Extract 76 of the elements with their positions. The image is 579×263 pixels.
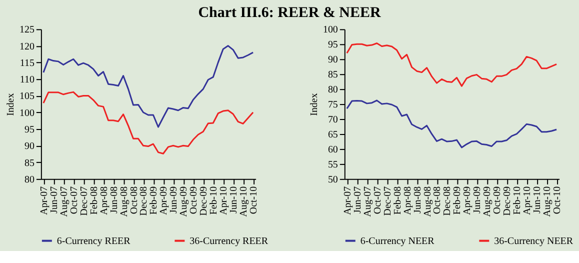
y-tick-label: 100 (322, 24, 338, 36)
x-tick-label: Jun-09 (168, 186, 180, 214)
legend-label: 36-Currency REER (190, 236, 268, 247)
x-tick-label: Apr-07 (342, 186, 354, 215)
x-tick-label: Dec-08 (442, 186, 454, 216)
legend-label: 36-Currency NEER (494, 236, 574, 247)
y-tick-label: 80 (24, 174, 34, 186)
y-tick-label: 120 (19, 41, 34, 52)
x-tick-label: Oct-07 (68, 186, 80, 214)
x-tick-label: Oct-08 (128, 186, 140, 214)
x-tick-label: Aug-07 (362, 186, 374, 217)
x-tick-label: Jun-08 (108, 186, 120, 214)
y-tick-label: 75 (328, 100, 338, 111)
x-tick-label: Feb-09 (148, 186, 160, 215)
y-tick-label: 60 (328, 144, 338, 156)
x-tick-label: Apr-09 (462, 186, 474, 215)
y-tick-label: 50 (328, 174, 338, 186)
x-tick-label: Oct-10 (552, 186, 564, 214)
x-tick-label: Apr-08 (402, 186, 414, 215)
x-tick-label: Apr-10 (522, 186, 534, 215)
x-tick-label: Apr-07 (38, 186, 50, 215)
x-tick-label: Feb-09 (452, 186, 464, 215)
y-tick-label: 105 (19, 91, 34, 102)
x-tick-label: Jun-08 (412, 186, 424, 214)
x-tick-label: Dec-09 (198, 186, 210, 216)
x-tick-label: Feb-10 (512, 186, 524, 215)
legend-label: 6-Currency REER (56, 236, 131, 247)
x-tick-label: Oct-07 (372, 186, 384, 214)
x-tick-label: Feb-08 (88, 186, 100, 215)
x-tick-label: Jun-07 (352, 186, 364, 214)
x-tick-label: Aug-10 (542, 186, 554, 217)
y-tick-label: 115 (20, 58, 34, 69)
x-tick-label: Jun-09 (472, 186, 484, 214)
x-tick-label: Aug-08 (118, 186, 130, 217)
x-tick-label: Oct-09 (492, 186, 504, 214)
x-tick-label: Feb-08 (392, 186, 404, 215)
line-series (346, 42, 558, 87)
y-tick-label: 70 (328, 114, 338, 126)
x-tick-label: Jun-10 (228, 186, 240, 214)
y-tick-label: 95 (24, 124, 34, 136)
y-tick-label: 65 (328, 129, 338, 140)
x-tick-label: Apr-08 (98, 186, 110, 215)
x-tick-label: Dec-07 (78, 186, 90, 216)
y-tick-label: 100 (19, 108, 34, 119)
y-tick-label: 110 (20, 74, 34, 86)
x-tick-label: Dec-08 (138, 186, 150, 216)
y-tick-label: 80 (328, 84, 338, 96)
legend-label: 6-Currency NEER (360, 236, 435, 247)
x-tick-label: Oct-08 (432, 186, 444, 214)
x-tick-label: Aug-07 (58, 186, 70, 217)
y-tick-label: 90 (24, 141, 34, 152)
y-axis-title: Index (5, 93, 16, 116)
x-tick-label: Feb-10 (208, 186, 220, 215)
x-tick-label: Apr-09 (158, 186, 170, 215)
y-tick-label: 125 (19, 24, 34, 36)
line-series (42, 45, 254, 128)
x-tick-label: Dec-09 (502, 186, 514, 216)
x-tick-label: Aug-08 (422, 186, 434, 217)
line-series (346, 100, 558, 148)
x-tick-label: Jun-07 (48, 186, 60, 214)
y-tick-label: 85 (328, 70, 338, 81)
line-series (42, 91, 254, 154)
x-tick-label: Aug-09 (482, 186, 494, 217)
x-tick-label: Apr-10 (218, 186, 230, 215)
y-tick-label: 95 (328, 40, 338, 51)
y-axis-title: Index (308, 93, 320, 116)
x-tick-label: Oct-09 (188, 186, 200, 214)
y-tick-label: 85 (24, 158, 34, 169)
x-tick-label: Aug-10 (238, 186, 250, 217)
y-tick-label: 55 (328, 159, 338, 170)
text: Chart III.6: REER & NEER (198, 5, 381, 22)
y-tick-label: 90 (328, 54, 338, 66)
x-tick-label: Aug-09 (178, 186, 190, 217)
x-tick-label: Jun-10 (532, 186, 544, 214)
x-tick-label: Oct-10 (248, 186, 260, 214)
x-tick-label: Dec-07 (382, 186, 394, 216)
